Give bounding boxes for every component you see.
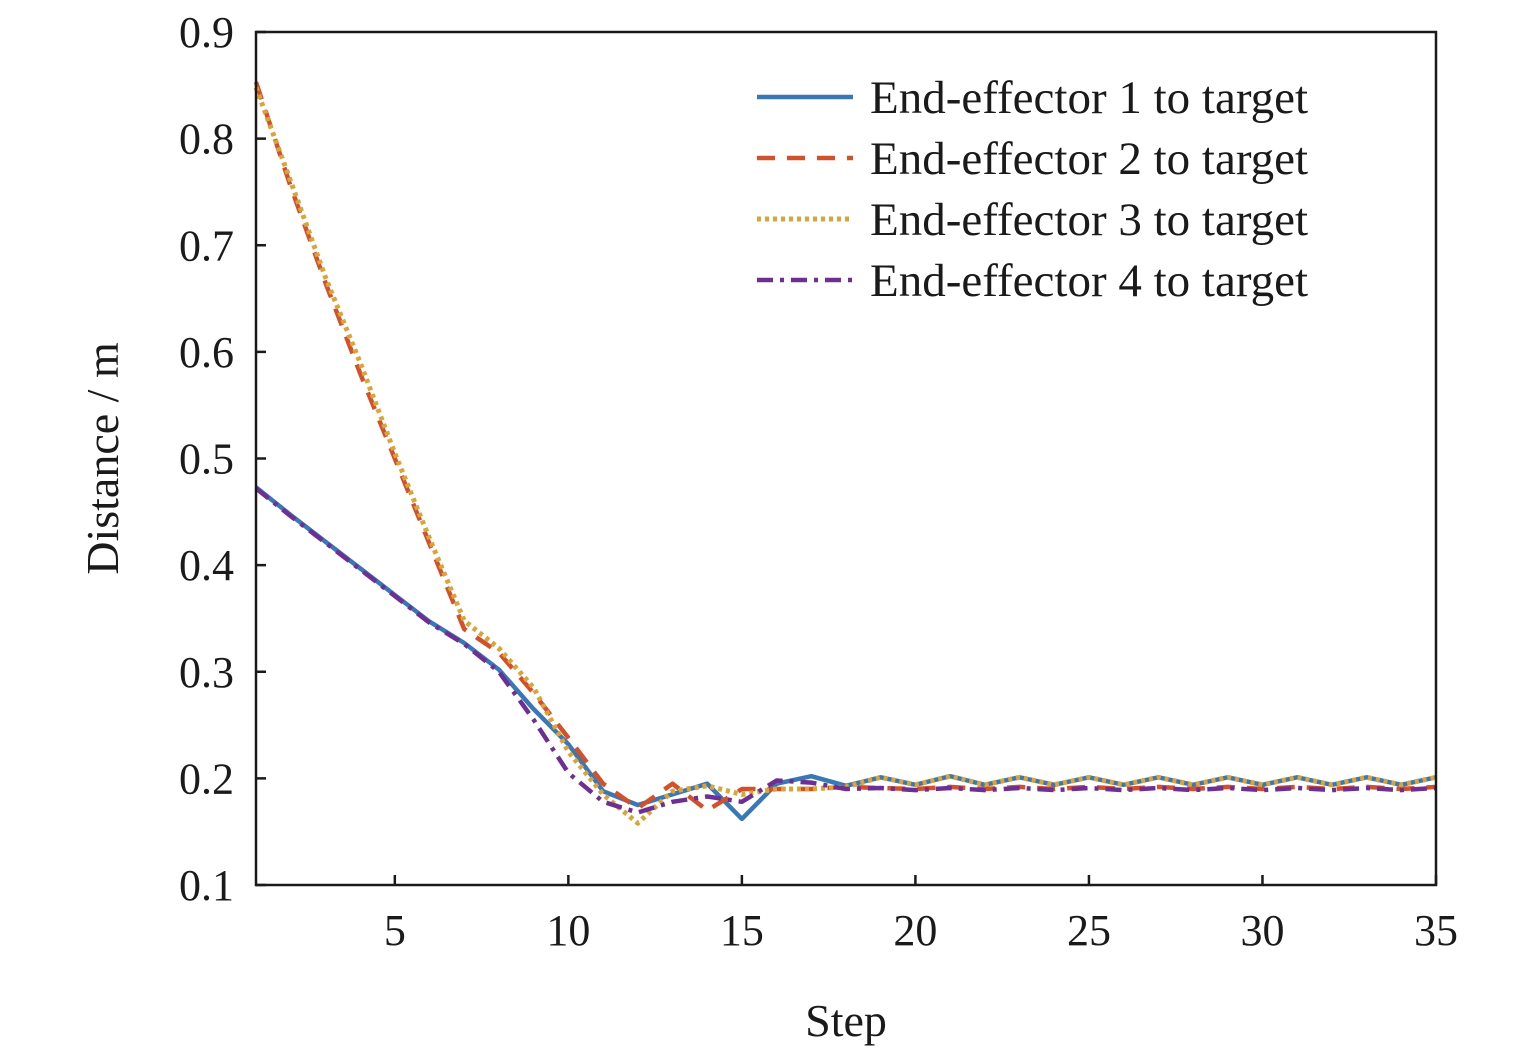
series-layer (253, 81, 1437, 826)
y-axis-ticks: 0.1 0.2 0.3 0.4 0.5 0.6 0.7 0.8 0.9 (179, 8, 266, 910)
x-tick-label: 30 (1240, 906, 1284, 955)
x-tick-label: 25 (1067, 906, 1111, 955)
x-tick-label: 10 (546, 906, 590, 955)
y-tick-label: 0.2 (179, 754, 234, 803)
x-tick-label: 15 (720, 906, 764, 955)
x-tick-label: 35 (1414, 906, 1458, 955)
y-axis-title: Distance / m (77, 342, 128, 575)
legend-label-2: End-effector 2 to target (870, 133, 1308, 185)
x-tick-label: 20 (893, 906, 937, 955)
legend-label-3: End-effector 3 to target (870, 194, 1308, 246)
y-tick-label: 0.9 (179, 8, 234, 57)
x-tick-label: 5 (384, 906, 406, 955)
series-line-4 (254, 486, 1437, 815)
x-axis-ticks: 5 10 15 20 25 30 35 (384, 875, 1458, 955)
series-line-2 (253, 81, 1437, 813)
y-tick-label: 0.3 (179, 648, 234, 697)
y-tick-label: 0.7 (179, 221, 234, 270)
y-tick-label: 0.6 (179, 328, 234, 377)
y-tick-label: 0.4 (179, 541, 234, 590)
y-tick-label: 0.8 (179, 115, 234, 164)
y-tick-label: 0.5 (179, 435, 234, 484)
legend: End-effector 1 to target End-effector 2 t… (757, 72, 1308, 307)
x-axis-title: Step (805, 995, 887, 1046)
legend-label-1: End-effector 1 to target (870, 72, 1308, 124)
y-tick-label: 0.1 (179, 861, 234, 910)
legend-label-4: End-effector 4 to target (870, 255, 1308, 307)
